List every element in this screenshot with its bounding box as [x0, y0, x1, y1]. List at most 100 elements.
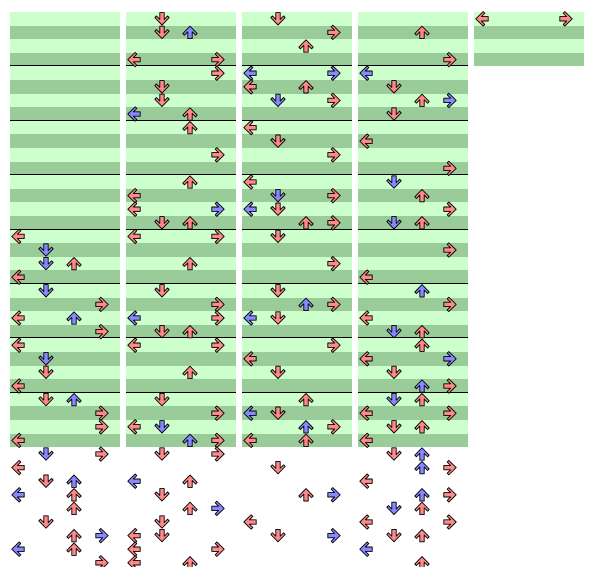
- beat-row: [10, 325, 120, 338]
- right-arrow-note: [211, 500, 225, 517]
- down-arrow-note: [386, 392, 402, 407]
- up-arrow-note: [182, 25, 198, 40]
- left-arrow-note: [243, 432, 257, 449]
- up-arrow-note: [414, 460, 430, 475]
- measure-line: [358, 229, 468, 230]
- beat-row: [242, 270, 352, 284]
- left-arrow-note: [359, 473, 373, 489]
- beat-row: [358, 53, 468, 66]
- right-arrow-note: [443, 459, 457, 476]
- measure-line: [10, 229, 120, 230]
- beat-row: [126, 379, 236, 393]
- beat-row: [126, 216, 236, 230]
- beat-row: [10, 216, 120, 230]
- beat-row: [358, 434, 468, 447]
- beat-row: [126, 230, 236, 243]
- beat-row: [126, 121, 236, 134]
- beat-row: [358, 379, 468, 393]
- down-arrow-note: [154, 528, 170, 543]
- up-arrow-note: [66, 392, 82, 407]
- beat-row: [242, 257, 352, 270]
- left-arrow-note: [243, 201, 257, 217]
- right-arrow-note: [443, 351, 457, 367]
- beat-row: [126, 243, 236, 257]
- measure-line: [10, 120, 120, 121]
- beat-row: [358, 80, 468, 94]
- left-arrow-note: [11, 269, 25, 285]
- up-arrow-note: [298, 80, 314, 94]
- down-arrow-note: [386, 80, 402, 94]
- measure-line: [10, 65, 120, 66]
- right-arrow-note: [211, 310, 225, 326]
- beat-row: [358, 121, 468, 134]
- beat-row: [126, 352, 236, 366]
- up-arrow-note: [182, 324, 198, 339]
- down-arrow-note: [270, 284, 286, 298]
- beat-row: [358, 26, 468, 39]
- down-arrow-note: [270, 202, 286, 216]
- beat-row: [358, 298, 468, 311]
- down-arrow-note: [154, 216, 170, 230]
- measure-line: [358, 120, 468, 121]
- left-arrow-note: [243, 514, 257, 530]
- beat-row: [10, 243, 120, 257]
- beat-row: [126, 270, 236, 284]
- beat-row: [474, 39, 584, 53]
- measure-line: [126, 283, 236, 284]
- beat-row: [10, 189, 120, 202]
- down-arrow-note: [38, 352, 54, 366]
- beat-row: [10, 257, 120, 270]
- down-arrow-note: [154, 12, 170, 26]
- left-arrow-note: [127, 201, 141, 217]
- down-arrow-note: [386, 216, 402, 230]
- down-arrow-note: [386, 175, 402, 189]
- up-arrow-note: [66, 501, 82, 516]
- right-arrow-note: [211, 296, 225, 313]
- beat-row: [10, 26, 120, 39]
- beat-row: [242, 298, 352, 311]
- chart-column-4: [358, 12, 468, 447]
- beat-row: [358, 325, 468, 338]
- left-arrow-note: [127, 310, 141, 326]
- beat-row: [358, 270, 468, 284]
- right-arrow-note: [327, 147, 341, 163]
- left-arrow-note: [127, 419, 141, 435]
- right-arrow-note: [95, 296, 109, 313]
- beat-row: [242, 352, 352, 366]
- down-arrow-note: [154, 93, 170, 108]
- beat-row: [10, 311, 120, 325]
- beat-row: [358, 148, 468, 162]
- beat-row: [242, 107, 352, 121]
- left-arrow-note: [359, 269, 373, 285]
- beat-row: [126, 257, 236, 270]
- right-arrow-note: [211, 446, 225, 462]
- chart-column-3: [242, 12, 352, 447]
- down-arrow-note: [38, 256, 54, 271]
- down-arrow-note: [154, 284, 170, 298]
- beat-row: [242, 121, 352, 134]
- left-arrow-note: [359, 310, 373, 326]
- beat-row: [242, 66, 352, 80]
- left-arrow-note: [243, 65, 257, 81]
- beat-row: [126, 107, 236, 121]
- measure-line: [358, 392, 468, 393]
- down-arrow-note: [270, 311, 286, 325]
- measure-line: [126, 174, 236, 175]
- beat-row: [358, 393, 468, 406]
- beat-row: [126, 12, 236, 26]
- up-arrow-note: [298, 420, 314, 434]
- beat-row: [242, 175, 352, 189]
- down-arrow-note: [38, 515, 54, 529]
- beat-row: [10, 175, 120, 189]
- beat-row: [10, 39, 120, 53]
- up-arrow-note: [182, 365, 198, 380]
- down-arrow-note: [154, 447, 170, 461]
- notes-layer-4: [359, 25, 457, 567]
- beat-row: [126, 420, 236, 434]
- up-arrow-note: [298, 297, 314, 312]
- beat-row: [242, 366, 352, 379]
- chart-column-2: [126, 12, 236, 447]
- left-arrow-note: [11, 378, 25, 394]
- up-arrow-note: [414, 93, 430, 108]
- beat-row: [358, 94, 468, 107]
